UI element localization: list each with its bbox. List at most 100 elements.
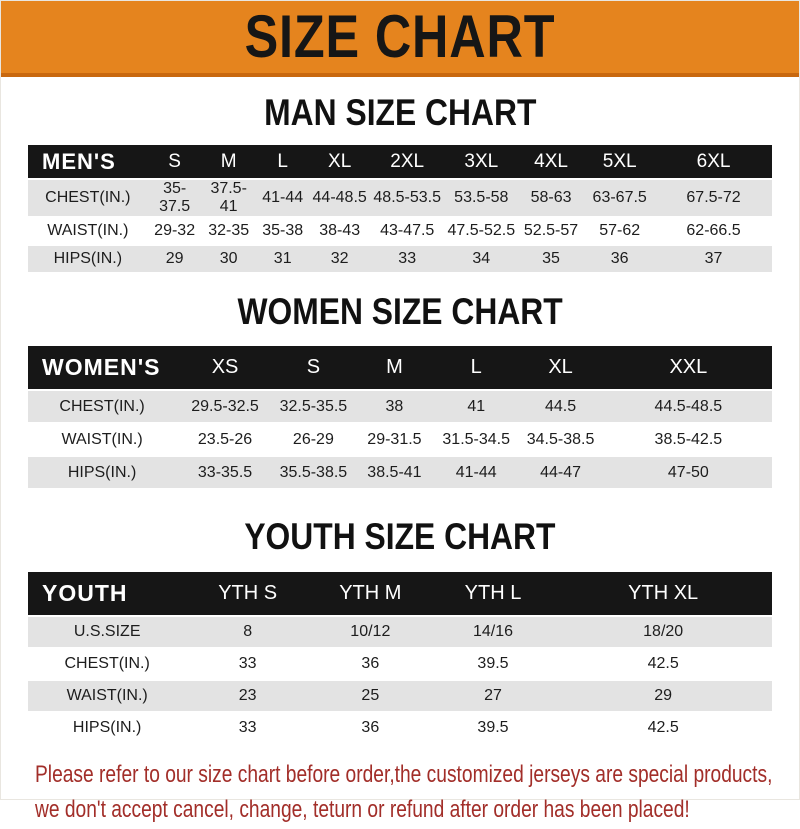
men-row-label-2: HIPS(IN.) — [28, 244, 148, 272]
women-size-value-0-5: 44.5-48.5 — [604, 389, 772, 423]
youth-table-row-0: U.S.SIZE 8 10/12 14/16 18/20 — [28, 615, 772, 648]
youth-size-value-0-0: 8 — [186, 615, 309, 648]
youth-size-value-3-2: 39.5 — [431, 711, 555, 743]
women-size-value-0-4: 44.5 — [516, 389, 605, 423]
youth-column-header-3: YTH XL — [554, 572, 772, 616]
men-size-value-2-6: 35 — [517, 244, 585, 272]
men-column-header-6: 4XL — [517, 145, 585, 179]
youth-size-value-3-1: 36 — [308, 711, 432, 743]
women-size-value-2-3: 41-44 — [436, 455, 517, 488]
youth-size-value-0-3: 18/20 — [554, 615, 772, 648]
youth-row-label-3: HIPS(IN.) — [28, 711, 187, 743]
women-row-label-2: HIPS(IN.) — [28, 455, 177, 488]
youth-section-heading: YOUTH SIZE CHART — [244, 516, 556, 557]
men-size-value-0-3: 44-48.5 — [309, 178, 370, 217]
youth-size-chart-section: YOUTH SIZE CHART YOUTH YTH S YTH M YTH L YTH … — [1, 488, 799, 743]
women-size-value-0-2: 38 — [352, 389, 437, 423]
women-size-value-1-3: 31.5-34.5 — [436, 422, 517, 456]
youth-size-value-1-1: 36 — [308, 647, 432, 680]
youth-size-value-0-2: 14/16 — [431, 615, 555, 648]
men-size-value-0-2: 41-44 — [255, 178, 310, 217]
youth-row-label-1: CHEST(IN.) — [28, 647, 187, 680]
disclaimer-line-2-wrap: we don't accept cancel, change, teturn o… — [35, 794, 799, 829]
women-column-header-1: S — [273, 346, 353, 390]
men-size-value-0-5: 53.5-58 — [444, 178, 518, 217]
page-title: SIZE CHART — [244, 3, 556, 70]
youth-size-value-2-1: 25 — [308, 679, 432, 712]
men-size-value-2-8: 37 — [655, 244, 772, 272]
men-size-value-2-7: 36 — [584, 244, 656, 272]
women-corner-label: WOMEN'S — [28, 346, 177, 390]
youth-header-row: YOUTH YTH S YTH M YTH L YTH XL — [28, 572, 772, 616]
youth-size-value-1-0: 33 — [186, 647, 309, 680]
youth-size-value-1-2: 39.5 — [431, 647, 555, 680]
women-section-heading-wrap: WOMEN SIZE CHART — [1, 272, 799, 346]
men-row-label-0: CHEST(IN.) — [28, 178, 148, 217]
women-column-header-4: XL — [516, 346, 605, 390]
men-section-heading-wrap: MAN SIZE CHART — [1, 77, 799, 145]
women-size-value-0-0: 29.5-32.5 — [176, 389, 274, 423]
men-size-value-1-1: 32-35 — [201, 216, 256, 245]
men-table-row-1: WAIST(IN.) 29-32 32-35 35-38 38-43 43-47.5 47.… — [28, 216, 772, 245]
youth-table-row-2: WAIST(IN.) 23 25 27 29 — [28, 679, 772, 712]
men-row-label-1: WAIST(IN.) — [28, 216, 148, 245]
women-size-value-2-0: 33-35.5 — [176, 455, 274, 488]
women-section-heading: WOMEN SIZE CHART — [237, 291, 563, 332]
women-column-header-5: XXL — [604, 346, 772, 390]
youth-size-value-1-3: 42.5 — [554, 647, 772, 680]
men-size-value-0-1: 37.5-41 — [201, 178, 256, 217]
disclaimer-line-1: Please refer to our size chart before or… — [35, 761, 773, 788]
women-table-row-2: HIPS(IN.) 33-35.5 35.5-38.5 38.5-41 41-44 44-… — [28, 455, 772, 488]
women-size-table: WOMEN'S XS S M L XL XXL CHEST(IN.) 29.5-32.5 32.5… — [28, 346, 772, 488]
men-size-value-0-7: 63-67.5 — [584, 178, 656, 217]
youth-column-header-1: YTH M — [308, 572, 432, 616]
women-table-row-1: WAIST(IN.) 23.5-26 26-29 29-31.5 31.5-34.5 34… — [28, 422, 772, 456]
men-section-heading: MAN SIZE CHART — [263, 92, 537, 133]
women-size-value-2-1: 35.5-38.5 — [273, 455, 353, 488]
disclaimer: Please refer to our size chart before or… — [35, 759, 799, 829]
youth-corner-label: YOUTH — [28, 572, 187, 616]
youth-size-table: YOUTH YTH S YTH M YTH L YTH XL U.S.SIZE 8 10/12… — [28, 572, 772, 743]
women-size-value-1-1: 26-29 — [273, 422, 353, 456]
men-column-header-5: 3XL — [444, 145, 518, 179]
men-column-header-8: 6XL — [655, 145, 772, 179]
women-size-value-1-4: 34.5-38.5 — [516, 422, 605, 456]
men-size-value-1-5: 47.5-52.5 — [444, 216, 518, 245]
men-size-value-0-4: 48.5-53.5 — [369, 178, 445, 217]
youth-size-value-2-0: 23 — [186, 679, 309, 712]
men-column-header-0: S — [147, 145, 202, 179]
women-size-value-1-2: 29-31.5 — [352, 422, 437, 456]
men-column-header-4: 2XL — [369, 145, 445, 179]
women-table-row-0: CHEST(IN.) 29.5-32.5 32.5-35.5 38 41 44.5 44.5… — [28, 389, 772, 423]
banner-heading: SIZE CHART — [215, 7, 585, 67]
youth-table-row-1: CHEST(IN.) 33 36 39.5 42.5 — [28, 647, 772, 680]
women-size-value-2-5: 47-50 — [604, 455, 772, 488]
youth-size-value-2-3: 29 — [554, 679, 772, 712]
youth-table-row-3: HIPS(IN.) 33 36 39.5 42.5 — [28, 711, 772, 743]
women-header-row: WOMEN'S XS S M L XL XXL — [28, 346, 772, 390]
men-header-row: MEN'S S M L XL 2XL 3XL 4XL 5XL 6XL — [28, 145, 772, 179]
men-table-row-0: CHEST(IN.) 35-37.5 37.5-41 41-44 44-48.5 48.5… — [28, 178, 772, 217]
women-size-chart-section: WOMEN SIZE CHART WOMEN'S XS S M L XL XXL CHEST(I… — [1, 272, 799, 488]
men-table-row-2: HIPS(IN.) 29 30 31 32 33 34 35 36 37 — [28, 244, 772, 272]
women-size-value-2-2: 38.5-41 — [352, 455, 437, 488]
men-size-value-2-5: 34 — [444, 244, 518, 272]
women-column-header-3: L — [436, 346, 517, 390]
youth-section-heading-wrap: YOUTH SIZE CHART — [1, 488, 799, 572]
men-size-value-2-4: 33 — [369, 244, 445, 272]
men-size-value-0-0: 35-37.5 — [147, 178, 202, 217]
women-row-label-0: CHEST(IN.) — [28, 389, 177, 423]
men-size-value-2-0: 29 — [147, 244, 202, 272]
men-size-value-2-2: 31 — [255, 244, 310, 272]
youth-size-value-0-1: 10/12 — [308, 615, 432, 648]
youth-column-header-0: YTH S — [186, 572, 309, 616]
women-size-value-0-1: 32.5-35.5 — [273, 389, 353, 423]
youth-size-value-3-0: 33 — [186, 711, 309, 743]
youth-size-value-3-3: 42.5 — [554, 711, 772, 743]
youth-column-header-2: YTH L — [431, 572, 555, 616]
men-size-value-0-8: 67.5-72 — [655, 178, 772, 217]
banner: SIZE CHART — [1, 1, 799, 77]
men-column-header-3: XL — [309, 145, 370, 179]
men-size-value-2-3: 32 — [309, 244, 370, 272]
